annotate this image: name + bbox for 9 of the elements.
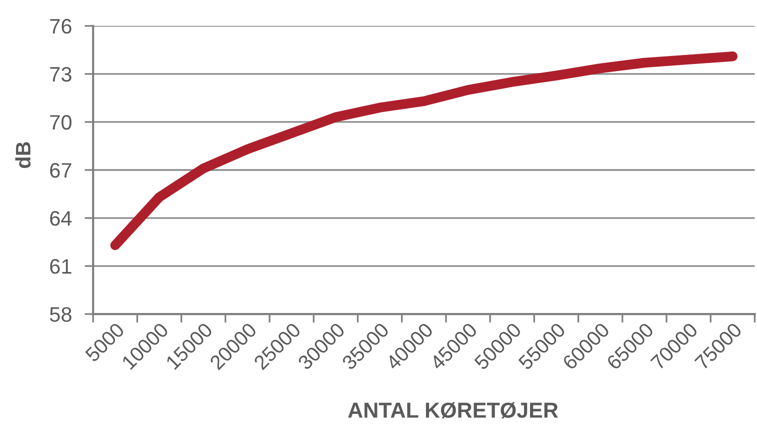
- y-tick-label: 73: [50, 66, 72, 82]
- y-tick-label: 58: [50, 307, 72, 322]
- y-tick-label: 61: [50, 259, 72, 274]
- y-tick-label: 67: [50, 163, 72, 178]
- y-tick-label: 76: [50, 18, 72, 34]
- y-tick-label: 64: [50, 211, 72, 226]
- y-tick-label: 70: [50, 114, 72, 130]
- y-axis-title: dB: [15, 142, 31, 168]
- x-axis-title: ANTAL KØRETØJER: [348, 402, 558, 418]
